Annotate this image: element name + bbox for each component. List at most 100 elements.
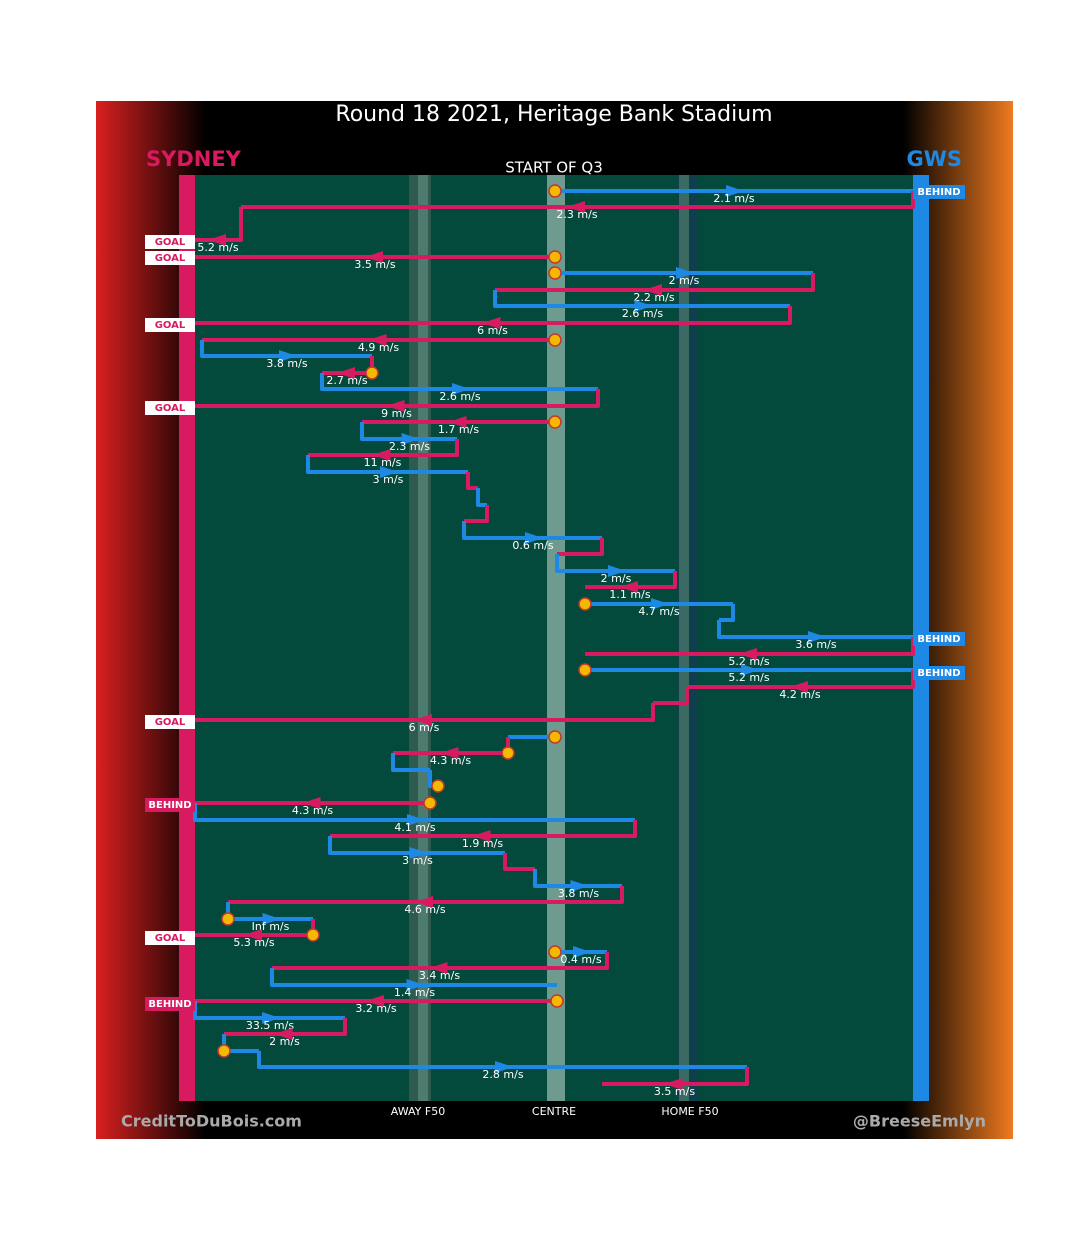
speed-label: 5.3 m/s (233, 936, 274, 949)
direction-arrow (570, 880, 589, 892)
chain-start (501, 746, 515, 760)
speed-label: 2 m/s (601, 572, 632, 585)
direction-arrow (365, 251, 383, 263)
outcome-tag (145, 798, 195, 812)
speed-label: 3 m/s (402, 854, 433, 867)
outcome-label: BEHIND (917, 634, 960, 645)
possession-line (462, 521, 602, 540)
chain-start (306, 928, 320, 942)
speed-label: 4.9 m/s (358, 341, 399, 354)
direction-arrow (279, 350, 297, 362)
direction-arrow (409, 847, 428, 859)
speed-label: 2.3 m/s (556, 208, 597, 221)
possession-line (228, 886, 624, 904)
possession-line (195, 703, 655, 722)
possession-line (195, 389, 600, 408)
direction-arrow (573, 946, 591, 958)
outcome-label: BEHIND (917, 668, 960, 679)
speed-label: 6 m/s (409, 721, 440, 734)
direction-arrow (651, 598, 669, 610)
speed-label: 2.7 m/s (326, 374, 367, 387)
possession-line (466, 472, 478, 490)
direction-arrow (407, 814, 425, 826)
speed-label: 2.2 m/s (633, 291, 674, 304)
speed-label: 2 m/s (269, 1035, 300, 1048)
speed-label: 4.1 m/s (394, 821, 435, 834)
chain-start (548, 415, 562, 429)
direction-arrow (368, 334, 387, 346)
chain-start (365, 366, 379, 380)
outcome-tag (145, 997, 195, 1011)
direction-arrow (525, 532, 543, 544)
direction-arrow (208, 234, 226, 246)
speed-label: 0.4 m/s (560, 953, 601, 966)
outcome-tag (145, 401, 195, 415)
possession-line (272, 952, 609, 970)
outcome-tag (145, 318, 195, 332)
speed-label: 2.1 m/s (713, 192, 754, 205)
direction-arrow (372, 449, 391, 461)
possession-line (555, 554, 675, 573)
direction-arrow (448, 416, 467, 428)
outcome-label: GOAL (155, 717, 186, 728)
possession-line (270, 968, 557, 987)
outcome-tag (145, 251, 195, 265)
direction-arrow (676, 267, 694, 279)
direction-arrow (790, 681, 808, 693)
speed-label: 2.6 m/s (439, 390, 480, 403)
possession-line (717, 620, 913, 639)
speed-label: 3.5 m/s (354, 258, 395, 271)
speed-label: 3 m/s (373, 473, 404, 486)
speed-label: 2.3 m/s (389, 440, 430, 453)
direction-arrow (472, 830, 491, 842)
speed-label: 5.2 m/s (197, 241, 238, 254)
direction-arrow (406, 979, 425, 991)
direction-arrow (726, 185, 744, 197)
outcome-tag (145, 931, 195, 945)
possession-line (306, 455, 468, 474)
title: Round 18 2021, Heritage Bank Stadium (335, 102, 772, 127)
direction-arrow (620, 581, 638, 593)
speed-label: 2.6 m/s (622, 307, 663, 320)
direction-arrow (274, 1028, 293, 1040)
speed-label: 9 m/s (381, 407, 412, 420)
chain-start (423, 796, 437, 810)
direction-arrow (644, 284, 662, 296)
direction-arrow (262, 1012, 280, 1024)
direction-arrow (482, 317, 501, 329)
direction-arrow (262, 913, 281, 925)
chain-start (548, 730, 562, 744)
possession-line (320, 373, 598, 391)
direction-arrow (608, 565, 626, 577)
direction-arrow (380, 466, 398, 478)
direction-arrow (302, 797, 321, 809)
speed-label: 2.8 m/s (482, 1068, 523, 1081)
speed-label: 4.3 m/s (292, 804, 333, 817)
away-f50-line (418, 175, 428, 1101)
possession-line (719, 604, 735, 622)
zone-label: HOME F50 (661, 1105, 718, 1118)
possession-line (557, 538, 604, 556)
speed-label: 3.2 m/s (355, 1002, 396, 1015)
home-team: SYDNEY (146, 147, 242, 171)
speed-label: 3.4 m/s (419, 969, 460, 982)
direction-arrow (244, 929, 262, 941)
sydney-goal-line (179, 175, 195, 1101)
possession-line (503, 853, 535, 871)
speed-label: 11 m/s (364, 456, 402, 469)
direction-arrow (337, 367, 355, 379)
direction-arrow (495, 1061, 513, 1073)
chain-start (578, 597, 592, 611)
speed-label: 3.5 m/s (654, 1085, 695, 1098)
chain-start (548, 184, 562, 198)
zone-label: AWAY F50 (391, 1105, 445, 1118)
speed-label: 3.8 m/s (558, 887, 599, 900)
direction-arrow (401, 433, 420, 445)
outcome-tag (913, 632, 965, 646)
credit: @BreeseEmlyn (853, 1112, 986, 1131)
outcome-tag (913, 666, 965, 680)
outcome-label: BEHIND (148, 999, 191, 1010)
possession-line (257, 1051, 747, 1069)
speed-label: 33.5 m/s (246, 1019, 294, 1032)
